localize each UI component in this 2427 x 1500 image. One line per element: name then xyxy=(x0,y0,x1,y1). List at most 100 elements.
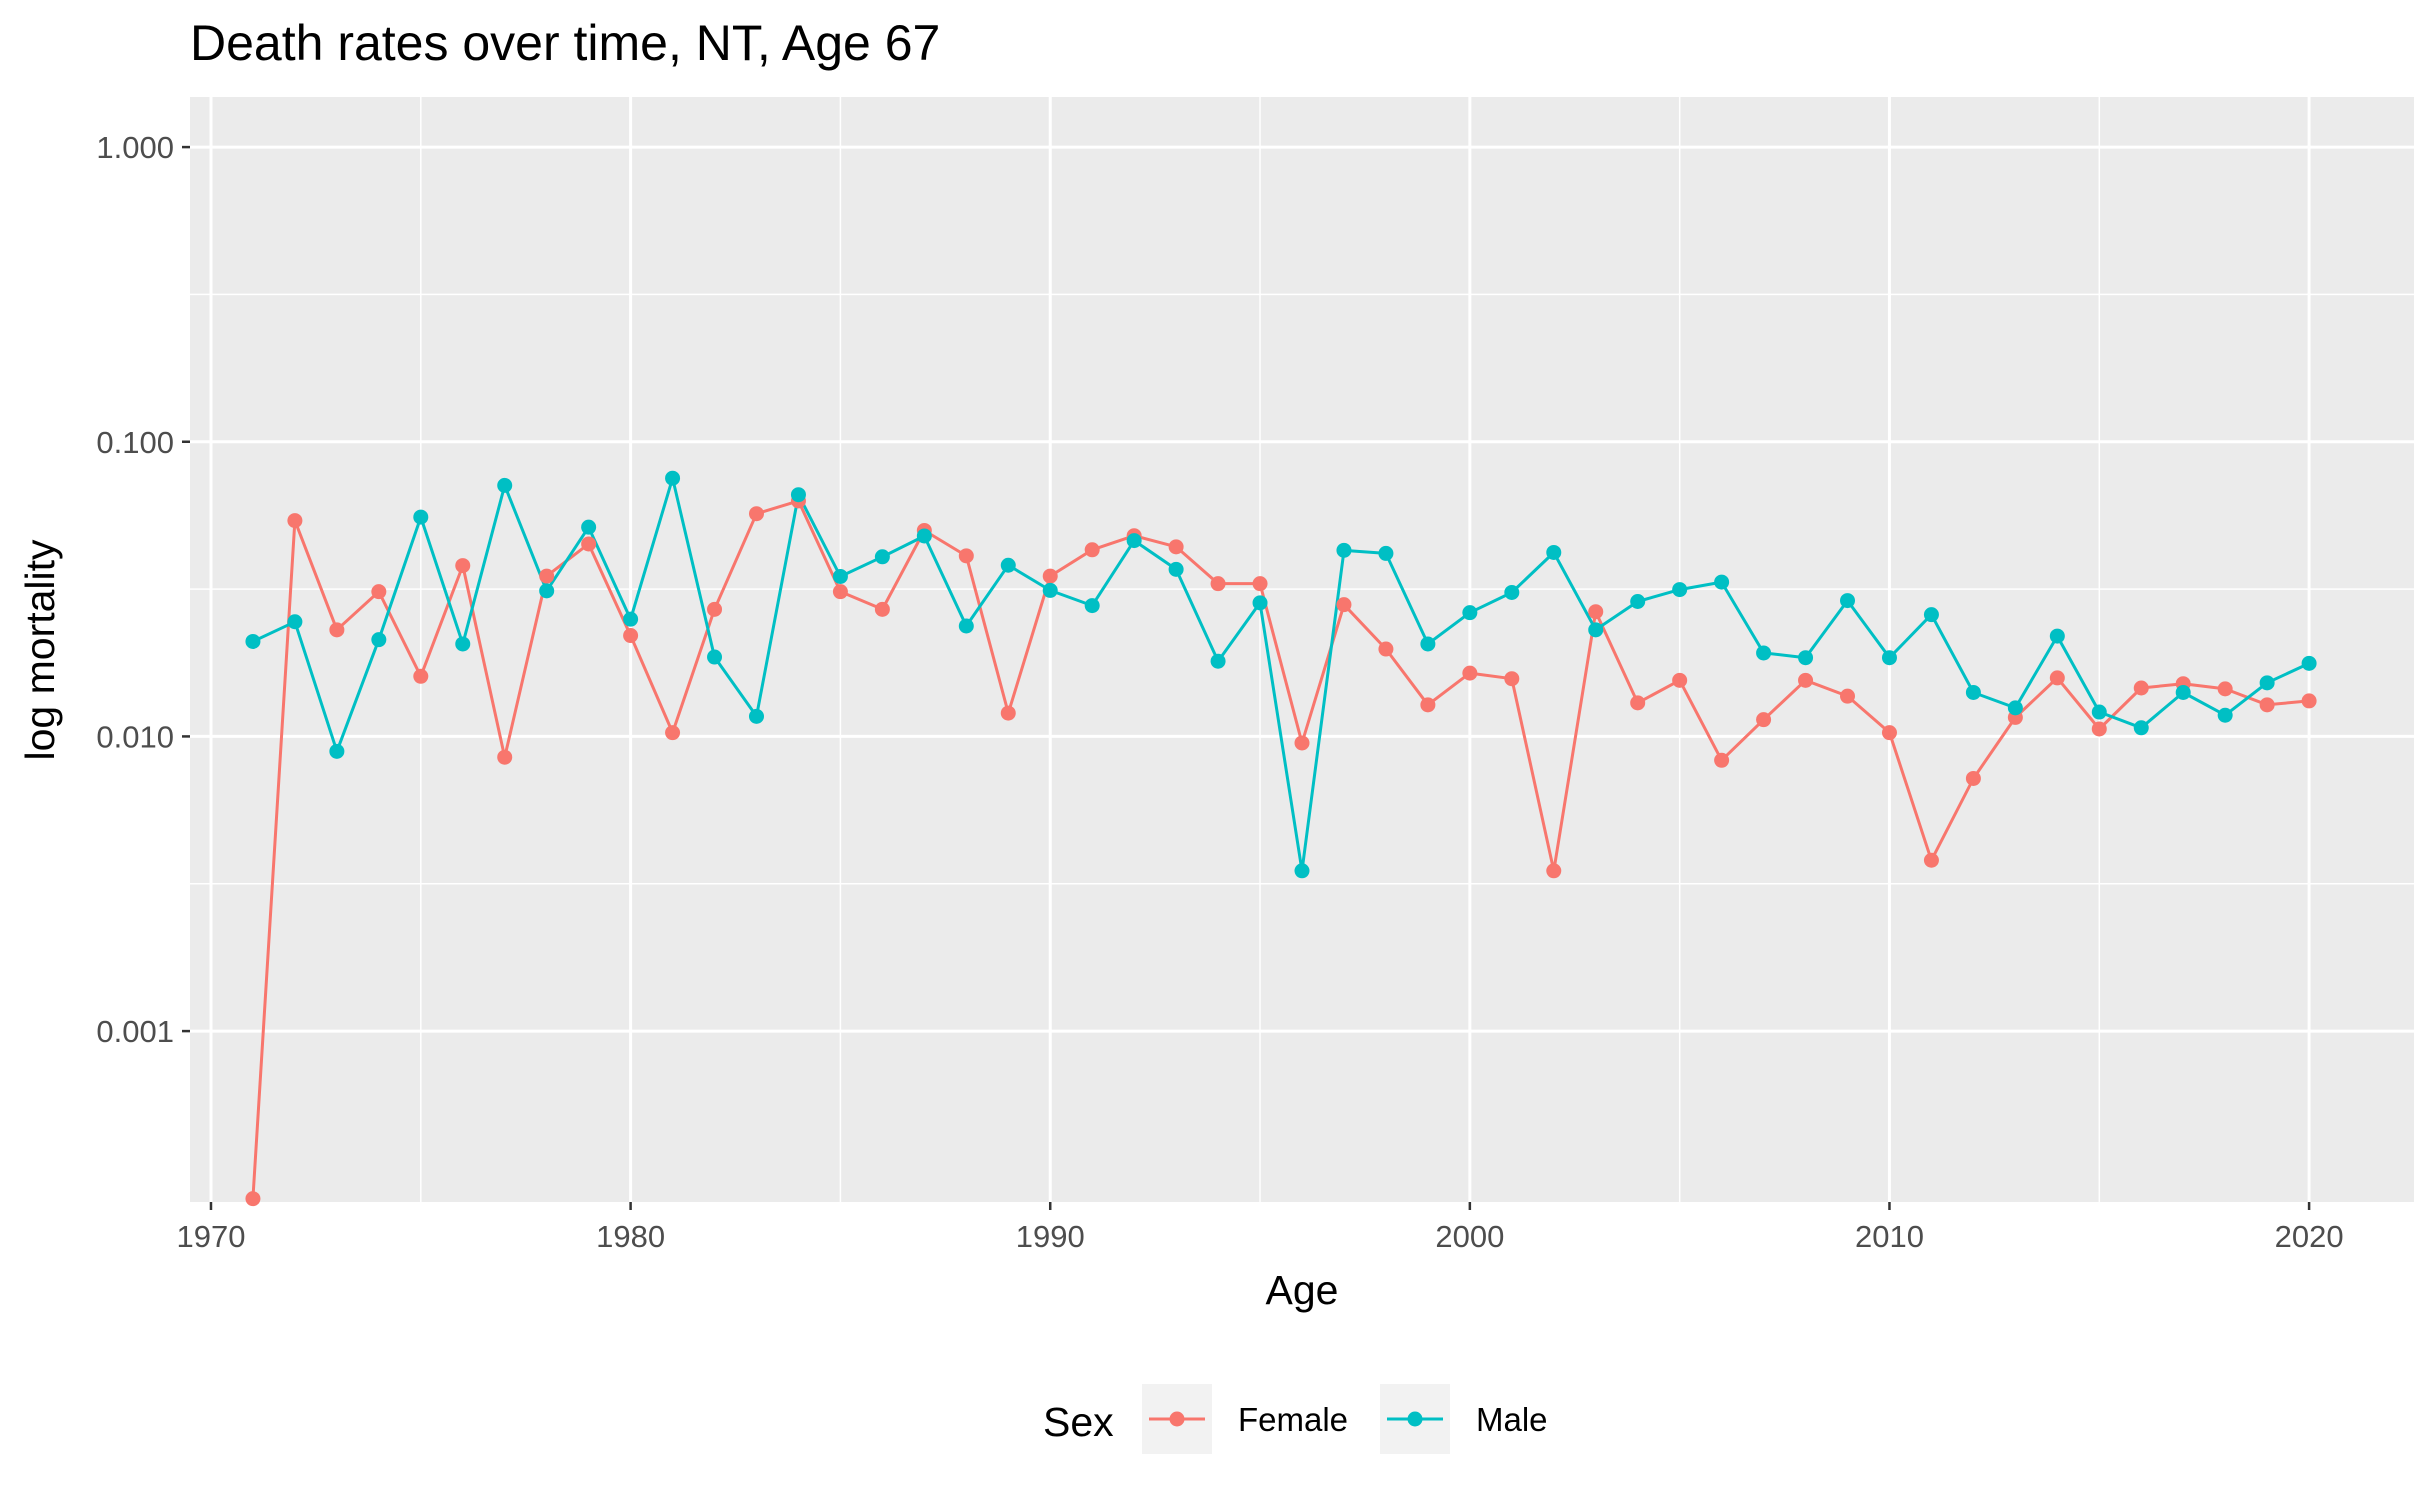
data-point-male xyxy=(1798,650,1814,666)
legend-item-male: Male xyxy=(1380,1384,1548,1454)
y-tick-label: 1.000 xyxy=(96,130,174,165)
x-tick-labels: 1970 1980 1990 2000 2010 2020 xyxy=(176,1219,2343,1254)
data-point-male xyxy=(1672,582,1688,598)
data-point-male xyxy=(1294,863,1310,879)
y-tick-labels: 0.001 0.010 0.100 1.000 xyxy=(96,130,174,1049)
data-point-female xyxy=(1042,568,1058,584)
data-point-male xyxy=(707,649,723,665)
data-point-male xyxy=(1084,598,1100,614)
data-point-female xyxy=(958,548,974,564)
data-point-male xyxy=(1042,582,1058,598)
data-point-female xyxy=(1965,770,1981,786)
x-tick-label: 2020 xyxy=(2275,1219,2344,1254)
data-point-male xyxy=(413,509,429,525)
data-point-male xyxy=(790,487,806,503)
data-point-male xyxy=(1126,533,1142,549)
chart-title: Death rates over time, NT, Age 67 xyxy=(190,15,940,71)
data-point-male xyxy=(2091,704,2107,720)
data-point-female xyxy=(1756,712,1772,728)
x-axis-title: Age xyxy=(1266,1267,1339,1313)
data-point-male xyxy=(2049,628,2065,644)
data-point-female xyxy=(2301,693,2317,709)
data-point-female xyxy=(1714,752,1730,768)
legend-item-female: Female xyxy=(1142,1384,1348,1454)
data-point-female xyxy=(539,568,555,584)
data-point-male xyxy=(2175,684,2191,700)
grid-minor xyxy=(190,97,2414,1202)
series-points xyxy=(245,470,2317,1207)
data-point-male xyxy=(245,633,261,649)
grid-major xyxy=(190,97,2414,1202)
data-point-male xyxy=(2133,720,2149,736)
data-point-female xyxy=(665,725,681,741)
data-point-female xyxy=(1084,542,1100,558)
data-point-male xyxy=(2217,707,2233,723)
data-point-female xyxy=(455,558,471,574)
data-point-male xyxy=(916,528,932,544)
data-point-male xyxy=(371,632,387,648)
legend-title: Sex xyxy=(1043,1399,1114,1445)
data-point-male xyxy=(1923,607,1939,623)
axis-ticks xyxy=(182,145,2311,1210)
data-point-female xyxy=(748,506,764,522)
data-point-male xyxy=(1630,594,1646,610)
data-point-male xyxy=(1546,544,1562,560)
data-point-female xyxy=(1252,576,1268,592)
legend-key-point xyxy=(1407,1411,1423,1427)
data-point-female xyxy=(497,749,513,765)
x-tick-label: 2010 xyxy=(1855,1219,1924,1254)
data-point-male xyxy=(2007,700,2023,716)
data-point-male xyxy=(1336,542,1352,558)
data-point-male xyxy=(1378,545,1394,561)
data-point-female xyxy=(371,584,387,600)
data-point-female xyxy=(2133,680,2149,696)
data-point-female xyxy=(1168,539,1184,555)
data-point-male xyxy=(1714,574,1730,590)
data-point-female xyxy=(1378,641,1394,657)
data-point-male xyxy=(1000,557,1016,573)
data-point-male xyxy=(1504,584,1520,600)
data-point-female xyxy=(1336,597,1352,613)
legend-keys: Female Male xyxy=(1142,1384,1548,1454)
data-point-female xyxy=(707,601,723,617)
data-point-female xyxy=(874,601,890,617)
data-point-male xyxy=(832,568,848,584)
data-point-male xyxy=(287,614,303,630)
legend-label-male: Male xyxy=(1476,1401,1548,1438)
data-point-male xyxy=(497,477,513,493)
data-point-female xyxy=(1881,725,1897,741)
data-point-male xyxy=(1252,595,1268,611)
series-line-female xyxy=(251,499,2310,1199)
data-point-male xyxy=(1881,650,1897,666)
data-point-female xyxy=(1798,672,1814,688)
data-point-male xyxy=(1168,561,1184,577)
data-point-female xyxy=(1923,852,1939,868)
data-point-male xyxy=(1840,593,1856,609)
data-point-female xyxy=(245,1191,261,1207)
x-tick-label: 1980 xyxy=(596,1219,665,1254)
data-point-female xyxy=(1546,863,1562,879)
data-point-female xyxy=(1672,672,1688,688)
data-point-female xyxy=(1294,735,1310,751)
data-point-male xyxy=(455,636,471,652)
x-tick-label: 1970 xyxy=(176,1219,245,1254)
data-point-female xyxy=(1630,695,1646,711)
data-point-male xyxy=(1965,684,1981,700)
data-point-female xyxy=(2259,697,2275,713)
data-point-female xyxy=(413,668,429,684)
x-tick-label: 2000 xyxy=(1435,1219,1504,1254)
data-point-male xyxy=(1210,653,1226,669)
data-point-male xyxy=(539,583,555,599)
data-point-male xyxy=(665,470,681,486)
plot-panel xyxy=(190,97,2414,1202)
data-point-female xyxy=(1462,665,1478,681)
data-point-female xyxy=(2217,681,2233,697)
data-point-male xyxy=(2259,675,2275,691)
legend-label-female: Female xyxy=(1238,1401,1348,1438)
data-point-female xyxy=(832,584,848,600)
y-tick-label: 0.100 xyxy=(96,425,174,460)
data-point-female xyxy=(287,513,303,529)
data-point-male xyxy=(623,611,639,627)
data-point-male xyxy=(329,743,345,759)
